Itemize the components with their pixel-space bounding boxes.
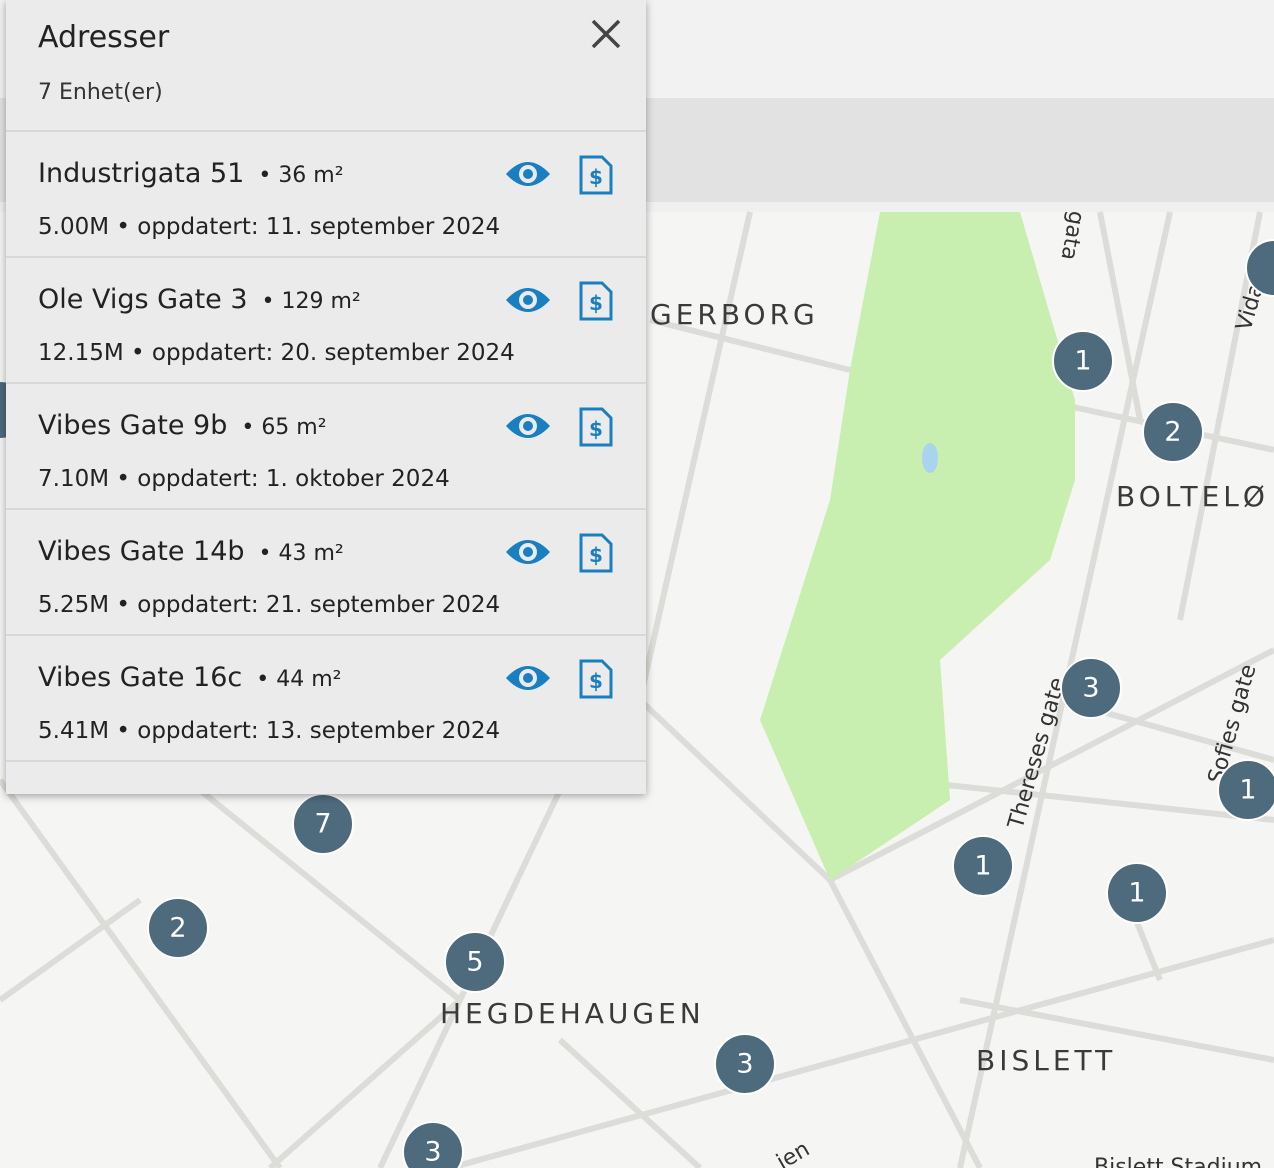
- view-button[interactable]: [504, 658, 552, 698]
- area: • 36 m²: [258, 163, 344, 188]
- cluster-circle[interactable]: [714, 1033, 776, 1095]
- address-row[interactable]: Vibes Gate 16c • 44 m² 5.41M • oppdatert: …: [6, 636, 646, 762]
- address-line: Vibes Gate 9b • 65 m²: [38, 410, 327, 441]
- cluster-count[interactable]: 5: [466, 947, 483, 978]
- cluster-circle[interactable]: [1060, 657, 1122, 719]
- updated: • oppdatert: 21. september 2024: [116, 592, 501, 618]
- view-button[interactable]: [504, 154, 552, 194]
- cluster-circle[interactable]: [444, 931, 506, 993]
- price: 5.00M: [38, 214, 110, 240]
- cluster-circle[interactable]: [952, 835, 1014, 897]
- cluster-circle[interactable]: [292, 793, 354, 855]
- area: • 129 m²: [261, 289, 361, 314]
- price: 5.41M: [38, 718, 110, 744]
- detail-line: 5.41M • oppdatert: 13. september 2024: [38, 718, 500, 744]
- address: Ole Vigs Gate 3: [38, 284, 248, 315]
- updated: • oppdatert: 13. september 2024: [116, 718, 501, 744]
- area-label: GERBORG: [650, 298, 819, 331]
- address-row[interactable]: Vibes Gate 14b • 43 m² 5.25M • oppdatert: …: [6, 510, 646, 636]
- cluster-circle[interactable]: [1106, 862, 1168, 924]
- svg-text:$: $: [589, 165, 603, 189]
- svg-text:$: $: [589, 543, 603, 567]
- price-doc-button[interactable]: $: [578, 406, 614, 448]
- area: • 65 m²: [241, 415, 327, 440]
- svg-text:$: $: [589, 291, 603, 315]
- updated: • oppdatert: 11. september 2024: [116, 214, 501, 240]
- address-line: Vibes Gate 14b • 43 m²: [38, 536, 344, 567]
- detail-line: 7.10M • oppdatert: 1. oktober 2024: [38, 466, 450, 492]
- area: • 44 m²: [256, 667, 342, 692]
- map-cluster[interactable]: 5: [444, 931, 506, 993]
- map-cluster[interactable]: 2: [1142, 401, 1204, 463]
- address-line: Vibes Gate 16c • 44 m²: [38, 662, 341, 693]
- cluster-count[interactable]: 3: [1082, 673, 1099, 704]
- map-cluster[interactable]: 1: [1217, 759, 1274, 821]
- address: Vibes Gate 9b: [38, 410, 228, 441]
- cluster-count[interactable]: 1: [1128, 878, 1145, 909]
- address-line: Ole Vigs Gate 3 • 129 m²: [38, 284, 361, 315]
- map-cluster[interactable]: 1: [1052, 330, 1114, 392]
- address: Vibes Gate 16c: [38, 662, 243, 693]
- street-label: gata: [1055, 209, 1088, 262]
- cluster-count[interactable]: 3: [424, 1137, 441, 1168]
- price-doc-button[interactable]: $: [578, 658, 614, 700]
- svg-text:$: $: [589, 417, 603, 441]
- cluster-count[interactable]: 3: [736, 1049, 753, 1080]
- detail-line: 12.15M • oppdatert: 20. september 2024: [38, 340, 515, 366]
- price-doc-button[interactable]: $: [578, 154, 614, 196]
- panel-header: Adresser 7 Enhet(er): [6, 0, 646, 132]
- detail-line: 5.25M • oppdatert: 21. september 2024: [38, 592, 500, 618]
- area-label: BISLETT: [976, 1044, 1116, 1077]
- cluster-count[interactable]: 1: [974, 851, 991, 882]
- close-button[interactable]: [590, 18, 622, 50]
- area: • 43 m²: [258, 541, 344, 566]
- area-label: BOLTELØ: [1116, 480, 1269, 513]
- street-label: ien: [773, 1137, 815, 1168]
- map-cluster[interactable]: 7: [292, 793, 354, 855]
- street-label: Bislett Stadium: [1094, 1155, 1262, 1168]
- cluster-circle[interactable]: [402, 1121, 464, 1168]
- price: 7.10M: [38, 466, 110, 492]
- updated: • oppdatert: 1. oktober 2024: [116, 466, 450, 492]
- address: Vibes Gate 14b: [38, 536, 245, 567]
- address-row[interactable]: Vibes Gate 9b • 65 m² 7.10M • oppdatert: 1…: [6, 384, 646, 510]
- cluster-count[interactable]: 2: [1164, 417, 1181, 448]
- cluster-circle[interactable]: [147, 897, 209, 959]
- cluster-count[interactable]: 1: [1239, 775, 1256, 806]
- cluster-count[interactable]: 2: [169, 913, 186, 944]
- panel-title: Adresser: [38, 20, 170, 55]
- partial-row: [6, 762, 646, 794]
- cluster-circle[interactable]: [1142, 401, 1204, 463]
- map-cluster[interactable]: 3: [1060, 657, 1122, 719]
- cluster-count[interactable]: 7: [314, 809, 331, 840]
- address-row[interactable]: Ole Vigs Gate 3 • 129 m² 12.15M • oppdater…: [6, 258, 646, 384]
- price-doc-button[interactable]: $: [578, 280, 614, 322]
- cluster-count[interactable]: 1: [1074, 346, 1091, 377]
- view-button[interactable]: [504, 280, 552, 320]
- price: 12.15M: [38, 340, 124, 366]
- map-cluster[interactable]: 1: [1106, 862, 1168, 924]
- map-cluster[interactable]: 3: [402, 1121, 464, 1168]
- view-button[interactable]: [504, 532, 552, 572]
- price: 5.25M: [38, 592, 110, 618]
- area-label: HEGDEHAUGEN: [440, 997, 705, 1030]
- cluster-circle[interactable]: [1217, 759, 1274, 821]
- unit-count: 7 Enhet(er): [38, 80, 163, 105]
- detail-line: 5.00M • oppdatert: 11. september 2024: [38, 214, 500, 240]
- address-row[interactable]: Industrigata 51 • 36 m² 5.00M • oppdatert:…: [6, 132, 646, 258]
- map-cluster[interactable]: 3: [714, 1033, 776, 1095]
- view-button[interactable]: [504, 406, 552, 446]
- price-doc-button[interactable]: $: [578, 532, 614, 574]
- map-cluster[interactable]: 2: [147, 897, 209, 959]
- updated: • oppdatert: 20. september 2024: [131, 340, 515, 366]
- address-line: Industrigata 51 • 36 m²: [38, 158, 344, 189]
- map-cluster[interactable]: 1: [952, 835, 1014, 897]
- address: Industrigata 51: [38, 158, 245, 189]
- address-panel: Adresser 7 Enhet(er) Industrigata 51 • 36…: [6, 0, 646, 794]
- cluster-circle[interactable]: [1052, 330, 1114, 392]
- svg-text:$: $: [589, 669, 603, 693]
